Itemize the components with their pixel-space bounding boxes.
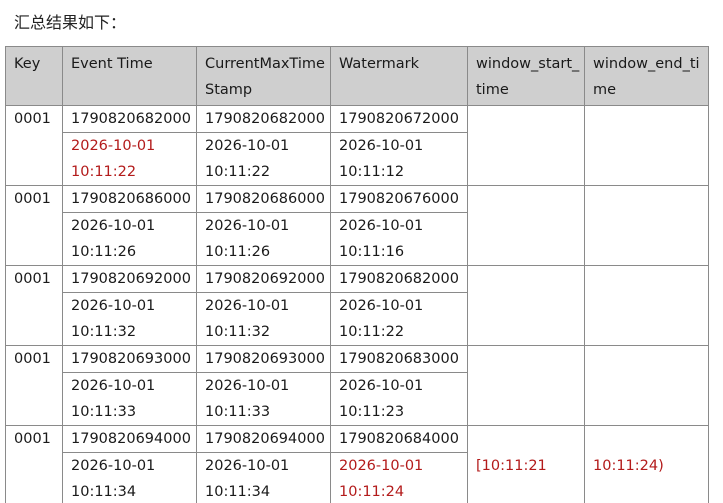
event-time-clock: 10:11:32 (71, 324, 137, 340)
watermark-date: 2026-10-01 (339, 138, 424, 154)
event-time-ms-cell: 1790820682000 (62, 105, 197, 133)
header-current-max-timestamp: CurrentMaxTimeStamp (196, 46, 331, 106)
table-row: 0001 1790820686000 1790820686000 1790820… (5, 185, 709, 266)
table-row: 0001 1790820694000 1790820694000 1790820… (5, 425, 709, 503)
event-time-date: 2026-10-01 (71, 218, 156, 234)
current-max-date: 2026-10-01 (205, 378, 290, 394)
key-cell: 0001 (5, 185, 63, 266)
window-end-cell (584, 345, 709, 426)
table-row: 2026-10-01 10:11:26 2026-10-01 10:11:26 … (6, 212, 709, 266)
key-cell: 0001 (5, 345, 63, 426)
event-time-clock: 10:11:26 (71, 244, 137, 260)
table-row: 2026-10-01 10:11:22 2026-10-01 10:11:22 … (6, 132, 709, 186)
event-time-clock: 10:11:22 (71, 164, 137, 180)
window-start-cell (467, 265, 585, 346)
event-time-ms-cell: 1790820694000 (62, 425, 197, 453)
window-start-cell (467, 185, 585, 266)
window-start-cell: [10:11:21 (467, 425, 585, 503)
watermark-clock: 10:11:23 (339, 404, 405, 420)
current-max-date: 2026-10-01 (205, 298, 290, 314)
header-window-start-time: window_start_time (467, 46, 585, 106)
event-time-date: 2026-10-01 (71, 298, 156, 314)
key-cell: 0001 (5, 105, 63, 186)
table-row: 2026-10-01 10:11:34 2026-10-01 10:11:34 … (6, 452, 709, 503)
watermark-ms-cell: 1790820684000 (330, 425, 468, 453)
event-time-datetime-cell: 2026-10-01 10:11:26 (62, 212, 197, 266)
window-end-cell (584, 105, 709, 186)
watermark-date: 2026-10-01 (339, 378, 424, 394)
watermark-date: 2026-10-01 (339, 458, 424, 474)
event-time-clock: 10:11:34 (71, 484, 137, 500)
current-max-datetime-cell: 2026-10-01 10:11:34 (196, 452, 331, 503)
window-start-cell (467, 105, 585, 186)
event-time-date: 2026-10-01 (71, 138, 156, 154)
page-heading: 汇总结果如下： (14, 13, 127, 32)
window-end-cell (584, 265, 709, 346)
event-time-ms-cell: 1790820692000 (62, 265, 197, 293)
event-time-datetime-cell: 2026-10-01 10:11:22 (62, 132, 197, 186)
watermark-datetime-cell: 2026-10-01 10:11:12 (330, 132, 468, 186)
table-row: 2026-10-01 10:11:33 2026-10-01 10:11:33 … (6, 372, 709, 426)
current-max-date: 2026-10-01 (205, 458, 290, 474)
watermark-ms-cell: 1790820682000 (330, 265, 468, 293)
header-watermark: Watermark (330, 46, 468, 106)
watermark-ms-cell: 1790820672000 (330, 105, 468, 133)
watermark-datetime-cell: 2026-10-01 10:11:22 (330, 292, 468, 346)
event-time-datetime-cell: 2026-10-01 10:11:33 (62, 372, 197, 426)
watermark-datetime-cell: 2026-10-01 10:11:23 (330, 372, 468, 426)
event-time-datetime-cell: 2026-10-01 10:11:34 (62, 452, 197, 503)
window-end-cell: 10:11:24) (584, 425, 709, 503)
event-time-clock: 10:11:33 (71, 404, 137, 420)
watermark-date: 2026-10-01 (339, 298, 424, 314)
current-max-date: 2026-10-01 (205, 218, 290, 234)
window-start-cell (467, 345, 585, 426)
watermark-clock: 10:11:12 (339, 164, 405, 180)
watermark-datetime-cell: 2026-10-01 10:11:24 (330, 452, 468, 503)
table-row: 0001 1790820682000 1790820682000 1790820… (5, 105, 709, 186)
current-max-ms-cell: 1790820694000 (196, 425, 331, 453)
table-header-row: Key Event Time CurrentMaxTimeStamp Water… (5, 46, 709, 106)
current-max-datetime-cell: 2026-10-01 10:11:26 (196, 212, 331, 266)
current-max-clock: 10:11:34 (205, 484, 271, 500)
key-cell: 0001 (5, 425, 63, 503)
header-window-end-time: window_end_time (584, 46, 709, 106)
table-row: 0001 1790820693000 1790820693000 1790820… (5, 345, 709, 426)
event-time-datetime-cell: 2026-10-01 10:11:32 (62, 292, 197, 346)
current-max-clock: 10:11:33 (205, 404, 271, 420)
current-max-datetime-cell: 2026-10-01 10:11:32 (196, 292, 331, 346)
current-max-date: 2026-10-01 (205, 138, 290, 154)
watermark-clock: 10:11:16 (339, 244, 405, 260)
header-event-time: Event Time (62, 46, 197, 106)
watermark-date: 2026-10-01 (339, 218, 424, 234)
table-row: 0001 1790820692000 1790820692000 1790820… (5, 265, 709, 346)
event-time-date: 2026-10-01 (71, 378, 156, 394)
summary-table: Key Event Time CurrentMaxTimeStamp Water… (5, 46, 709, 503)
watermark-ms-cell: 1790820683000 (330, 345, 468, 373)
watermark-clock: 10:11:22 (339, 324, 405, 340)
header-key: Key (5, 46, 63, 106)
current-max-clock: 10:11:32 (205, 324, 271, 340)
current-max-clock: 10:11:26 (205, 244, 271, 260)
watermark-datetime-cell: 2026-10-01 10:11:16 (330, 212, 468, 266)
event-time-date: 2026-10-01 (71, 458, 156, 474)
current-max-datetime-cell: 2026-10-01 10:11:22 (196, 132, 331, 186)
current-max-ms-cell: 1790820693000 (196, 345, 331, 373)
window-end-cell (584, 185, 709, 266)
key-cell: 0001 (5, 265, 63, 346)
current-max-ms-cell: 1790820686000 (196, 185, 331, 213)
current-max-clock: 10:11:22 (205, 164, 271, 180)
watermark-ms-cell: 1790820676000 (330, 185, 468, 213)
current-max-datetime-cell: 2026-10-01 10:11:33 (196, 372, 331, 426)
watermark-clock: 10:11:24 (339, 484, 405, 500)
current-max-ms-cell: 1790820692000 (196, 265, 331, 293)
event-time-ms-cell: 1790820686000 (62, 185, 197, 213)
current-max-ms-cell: 1790820682000 (196, 105, 331, 133)
event-time-ms-cell: 1790820693000 (62, 345, 197, 373)
